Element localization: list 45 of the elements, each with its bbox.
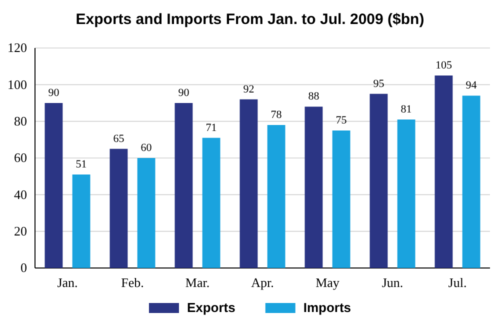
bar (202, 138, 220, 268)
legend-label: Imports (303, 300, 352, 315)
data-label: 75 (336, 114, 348, 126)
bar (434, 76, 453, 268)
bar (370, 94, 388, 268)
y-tick-label: 0 (20, 260, 27, 276)
data-label: 90 (178, 87, 190, 99)
data-label: 92 (243, 83, 254, 96)
data-label: 90 (48, 87, 60, 99)
x-tick-label: May (316, 275, 340, 290)
data-label: 88 (308, 90, 320, 103)
y-tick-label: 60 (14, 150, 27, 166)
data-label: 71 (206, 122, 217, 134)
legend-label: Exports (186, 300, 236, 315)
data-label: 60 (140, 142, 152, 154)
x-tick-label: Mar. (185, 275, 210, 290)
y-tick-label: 120 (8, 40, 27, 56)
y-tick-label: 80 (14, 113, 27, 128)
x-tick-label: Apr. (251, 275, 274, 290)
bar (397, 120, 416, 268)
bar (332, 130, 350, 268)
x-tick-label: Jun. (382, 275, 404, 290)
data-label: 95 (373, 78, 385, 90)
bar (44, 103, 63, 268)
data-label: 94 (466, 80, 478, 92)
x-tick-label: Jan. (57, 275, 78, 290)
y-tick-label: 40 (14, 186, 27, 202)
y-tick-label: 100 (8, 76, 27, 92)
data-label: 78 (270, 109, 282, 121)
bar (240, 99, 258, 268)
x-tick-label: Feb. (121, 275, 144, 290)
bar (110, 148, 128, 268)
y-tick-label: 20 (14, 223, 27, 238)
bar (304, 106, 323, 268)
data-label: 51 (76, 158, 87, 170)
bar (267, 125, 286, 268)
bar (72, 174, 90, 268)
bar (462, 96, 480, 268)
bar (174, 103, 193, 268)
bar (137, 158, 156, 268)
x-tick-label: Jul. (448, 275, 467, 290)
data-label: 65 (113, 132, 125, 145)
chart-title: Exports and Imports From Jan. to Jul. 2009 ($bn) (76, 11, 424, 28)
data-label: 81 (400, 104, 412, 116)
data-label: 105 (435, 60, 452, 72)
